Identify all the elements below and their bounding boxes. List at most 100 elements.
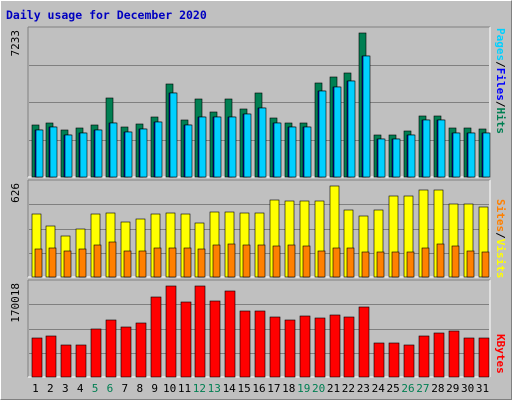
x-tick-label-14: 14	[223, 382, 237, 395]
bot-kbytes-bar-30	[463, 337, 475, 378]
top-pages-bar-3	[64, 134, 73, 178]
mid-sites-bar-2	[48, 247, 57, 278]
x-tick-label-1: 1	[32, 382, 39, 395]
top-pages-bar-5	[94, 129, 103, 178]
bot-kbytes-bar-3	[60, 344, 72, 378]
bot-kbytes-bar-10	[165, 285, 177, 378]
x-tick-label-17: 17	[267, 382, 280, 395]
legend-sites-visits-part-0: Sites	[494, 199, 507, 232]
x-tick-label-21: 21	[327, 382, 340, 395]
mid-sites-bar-12	[197, 248, 206, 278]
x-tick-label-24: 24	[372, 382, 386, 395]
mid-sites-bar-30	[466, 250, 475, 278]
top-pages-bar-22	[347, 80, 356, 178]
mid-sites-bar-20	[317, 250, 326, 278]
top-pages-bar-7	[124, 131, 133, 178]
legend-pages-files-hits: Pages/Files/Hits	[494, 28, 507, 134]
x-tick-label-10: 10	[163, 382, 176, 395]
bot-kbytes-bar-6	[105, 319, 117, 378]
x-tick-label-3: 3	[62, 382, 69, 395]
mid-sites-bar-19	[302, 245, 311, 278]
x-tick-label-25: 25	[387, 382, 400, 395]
top-pages-bar-2	[49, 126, 58, 178]
top-pages-bar-16	[258, 107, 267, 178]
x-tick-label-12: 12	[193, 382, 206, 395]
x-tick-label-31: 31	[476, 382, 489, 395]
x-tick-label-22: 22	[342, 382, 355, 395]
bot-kbytes-bar-26	[403, 344, 415, 378]
x-tick-label-6: 6	[107, 382, 114, 395]
top-pages-bar-9	[154, 121, 163, 178]
bot-kbytes-bar-18	[284, 319, 296, 378]
bot-kbytes-bar-19	[299, 315, 311, 378]
top-pages-bar-27	[422, 119, 431, 178]
x-tick-label-8: 8	[136, 382, 143, 395]
mid-sites-bar-22	[346, 247, 355, 278]
top-pages-bar-21	[333, 86, 342, 178]
top-pages-bar-4	[79, 132, 88, 178]
x-tick-label-27: 27	[416, 382, 429, 395]
bot-kbytes-bar-13	[209, 300, 221, 378]
mid-sites-bar-5	[93, 244, 102, 278]
legend-pages-files-hits-part-0: Pages	[494, 28, 507, 61]
x-tick-label-2: 2	[47, 382, 54, 395]
x-tick-label-7: 7	[122, 382, 129, 395]
x-tick-label-9: 9	[151, 382, 158, 395]
legend-pages-files-hits-part-3: /	[494, 101, 507, 108]
top-pages-bar-29	[452, 132, 461, 178]
bot-kbytes-bar-16	[254, 310, 266, 378]
bot-kbytes-bar-21	[329, 314, 341, 378]
panel-2-ymax-label: 170018	[9, 283, 22, 323]
legend-sites-visits: Sites/Visits	[494, 199, 507, 279]
mid-sites-bar-1	[34, 248, 43, 278]
mid-sites-bar-6	[108, 241, 117, 278]
top-pages-bar-20	[318, 90, 327, 178]
mid-sites-bar-16	[257, 244, 266, 278]
x-tick-label-29: 29	[446, 382, 459, 395]
bot-kbytes-bar-17	[269, 316, 281, 378]
top-pages-bar-15	[243, 113, 252, 178]
top-pages-bar-18	[288, 126, 297, 178]
top-pages-bar-8	[139, 128, 148, 178]
x-tick-label-11: 11	[178, 382, 191, 395]
x-tick-label-16: 16	[252, 382, 265, 395]
bot-kbytes-bar-1	[31, 337, 43, 378]
mid-sites-bar-4	[78, 248, 87, 278]
legend-kbytes-part-0: KBytes	[494, 334, 507, 374]
bot-kbytes-bar-5	[90, 328, 102, 378]
x-tick-label-4: 4	[77, 382, 84, 395]
mid-sites-bar-17	[272, 245, 281, 278]
x-tick-label-28: 28	[431, 382, 444, 395]
top-pages-bar-23	[362, 55, 371, 178]
mid-sites-bar-26	[406, 251, 415, 278]
bot-kbytes-bar-25	[388, 342, 400, 378]
x-tick-label-30: 30	[461, 382, 474, 395]
bot-kbytes-bar-24	[373, 342, 385, 378]
x-tick-label-19: 19	[297, 382, 310, 395]
top-pages-bar-24	[377, 138, 386, 178]
bot-kbytes-bar-2	[45, 335, 57, 378]
x-tick-label-15: 15	[237, 382, 250, 395]
mid-sites-bar-24	[376, 251, 385, 278]
mid-sites-bar-29	[451, 245, 460, 278]
top-pages-bar-10	[169, 92, 178, 178]
bot-kbytes-bar-9	[150, 296, 162, 378]
bot-kbytes-bar-8	[135, 322, 147, 378]
top-pages-bar-1	[35, 129, 44, 178]
bot-kbytes-bar-29	[448, 330, 460, 378]
top-pages-bar-11	[184, 124, 193, 178]
bot-kbytes-bar-14	[224, 290, 236, 378]
mid-sites-bar-7	[123, 250, 132, 278]
mid-sites-bar-9	[153, 247, 162, 278]
bot-kbytes-bar-22	[343, 316, 355, 378]
top-pages-bar-14	[228, 116, 237, 178]
legend-sites-visits-part-1: /	[494, 232, 507, 239]
mid-sites-bar-3	[63, 250, 72, 278]
mid-sites-bar-8	[138, 250, 147, 278]
mid-sites-bar-15	[242, 244, 251, 278]
legend-kbytes: KBytes	[494, 334, 507, 374]
top-pages-bar-26	[407, 134, 416, 178]
bot-kbytes-bar-31	[478, 337, 490, 378]
panel-1-ymax-label: 626	[9, 183, 22, 203]
